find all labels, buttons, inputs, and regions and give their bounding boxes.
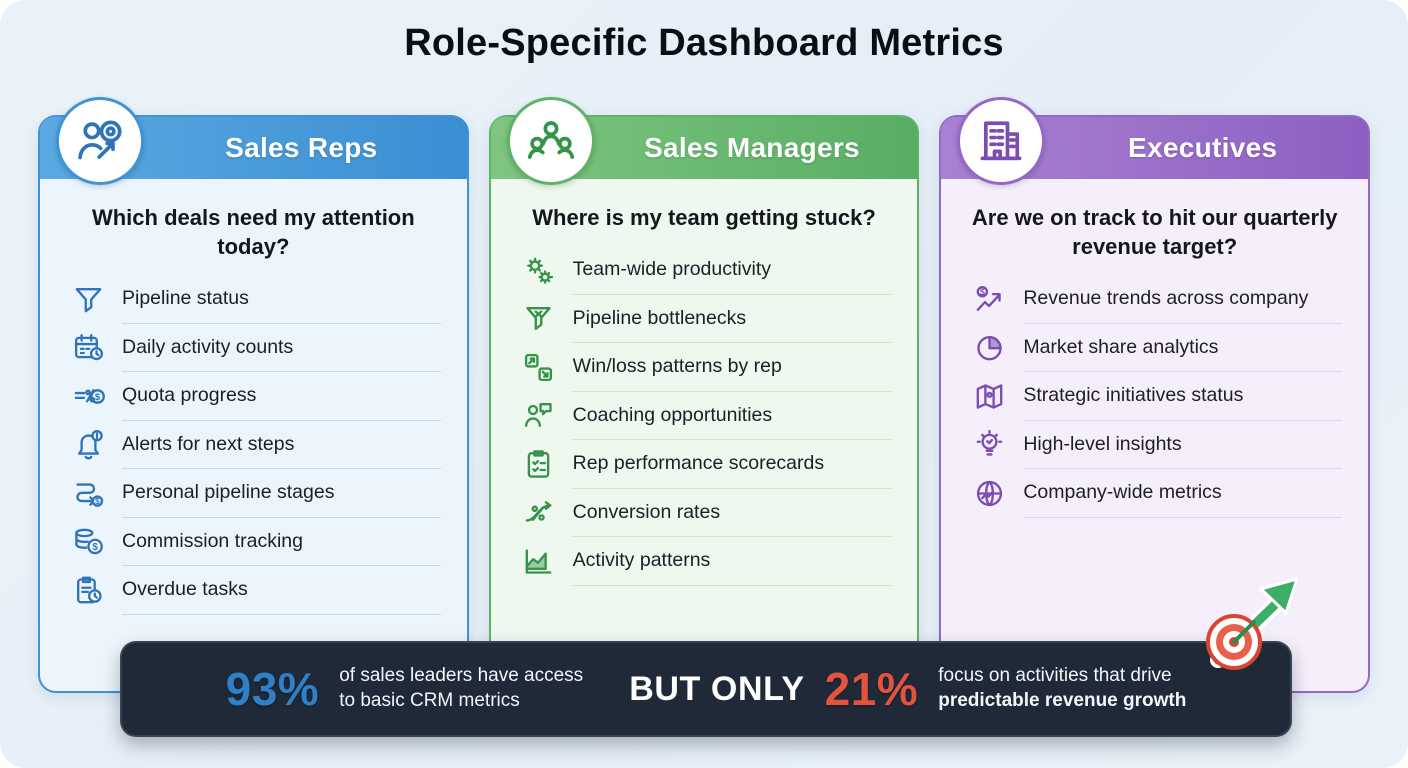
stat2-line1: focus on activities that drive	[938, 665, 1172, 687]
card-header: Executives	[941, 97, 1369, 185]
list-item: Market share analytics	[971, 324, 1342, 373]
list-item-label: High-level insights	[1023, 432, 1182, 455]
coaching-icon	[521, 398, 557, 434]
list-item-label: Alerts for next steps	[122, 432, 295, 455]
metric-list: Pipeline status Daily activity counts $ …	[70, 275, 441, 615]
list-item: Activity patterns	[521, 537, 892, 586]
list-item-label: Company-wide metrics	[1023, 481, 1222, 504]
svg-text:$: $	[92, 542, 98, 553]
win-loss-icon	[521, 349, 557, 385]
list-item-label: Win/loss patterns by rep	[572, 355, 782, 378]
role-title: Executives	[1128, 132, 1278, 163]
stat1-text: of sales leaders have access to basic CR…	[339, 664, 583, 713]
role-question: Where is my team getting stuck?	[532, 205, 876, 230]
activity-chart-icon	[521, 543, 557, 579]
list-item: $ Revenue trends across company	[971, 275, 1342, 324]
role-badge	[957, 97, 1046, 185]
quota-icon: $	[70, 378, 106, 414]
list-item: Strategic initiatives status	[971, 372, 1342, 421]
list-item-label: Revenue trends across company	[1023, 287, 1309, 310]
role-badge	[56, 97, 144, 185]
role-card-executives: Executives Are we on track to hit our qu…	[939, 97, 1371, 693]
revenue-trend-icon: $	[971, 281, 1007, 317]
list-item-label: Rep performance scorecards	[572, 452, 825, 475]
list-item-label: Market share analytics	[1023, 335, 1219, 358]
stat2-line2: predictable revenue growth	[938, 690, 1187, 711]
list-item: Win/loss patterns by rep	[521, 343, 892, 392]
svg-text:$: $	[980, 287, 985, 297]
list-item-label: Coaching opportunities	[572, 403, 773, 426]
role-title: Sales Reps	[225, 132, 378, 163]
list-item: $ Personal pipeline stages	[70, 469, 441, 518]
svg-text:$: $	[95, 497, 100, 506]
stat2-value: 21%	[824, 663, 919, 715]
coins-icon: $	[70, 524, 106, 560]
card-header: Sales Managers	[490, 97, 918, 185]
metric-list: $ Revenue trends across company Market s…	[971, 275, 1342, 518]
svg-text:$: $	[94, 392, 100, 403]
list-item: Pipeline status	[70, 275, 441, 324]
list-item-label: Quota progress	[122, 384, 257, 407]
stat1-value: 93%	[225, 663, 320, 715]
stat1-line1: of sales leaders have access	[339, 665, 584, 687]
page-title: Role-Specific Dashboard Metrics	[404, 22, 1004, 64]
growth-target-icon	[1198, 566, 1318, 679]
sales-rep-target-icon	[74, 115, 126, 167]
list-item-label: Conversion rates	[572, 500, 721, 523]
list-item-label: Commission tracking	[122, 529, 303, 552]
bottleneck-funnel-icon	[521, 301, 557, 337]
list-item-label: Overdue tasks	[122, 578, 248, 601]
list-item: Pipeline bottlenecks	[521, 295, 892, 344]
team-icon	[525, 115, 577, 167]
list-item: Overdue tasks	[70, 566, 441, 615]
card-header: Sales Reps	[40, 97, 467, 185]
metric-list: Team-wide productivity Pipeline bottlene…	[521, 246, 892, 586]
list-item: $ Quota progress	[70, 372, 441, 421]
role-question: Are we on track to hit our quarterly rev…	[971, 205, 1338, 260]
list-item: Conversion rates	[521, 489, 892, 538]
conversion-icon	[521, 495, 557, 531]
connector-text: BUT ONLY	[629, 669, 805, 708]
pipeline-stages-icon: $	[70, 475, 106, 511]
list-item-label: Strategic initiatives status	[1023, 384, 1244, 407]
strategy-map-icon	[971, 378, 1007, 414]
pie-chart-icon	[971, 330, 1007, 366]
list-item-label: Team-wide productivity	[572, 258, 771, 281]
gears-icon	[521, 252, 557, 288]
stat1-line2: to basic CRM metrics	[339, 690, 520, 711]
list-item-label: Activity patterns	[572, 549, 711, 572]
role-columns: Sales Reps Which deals need my attention…	[38, 97, 1371, 693]
stat2-text: focus on activities that drive predictab…	[938, 664, 1186, 713]
list-item: Alerts for next steps	[70, 421, 441, 470]
role-title: Sales Managers	[644, 132, 860, 163]
list-item-label: Personal pipeline stages	[122, 481, 335, 504]
list-item: Daily activity counts	[70, 324, 441, 373]
list-item: Company-wide metrics	[971, 469, 1342, 518]
insight-bulb-icon	[971, 427, 1007, 463]
list-item-label: Daily activity counts	[122, 335, 294, 358]
list-item: Team-wide productivity	[521, 246, 892, 295]
role-question: Which deals need my attention today?	[91, 205, 415, 260]
calendar-icon	[70, 330, 106, 366]
role-badge	[506, 97, 595, 185]
stat-bar: 93% of sales leaders have access to basi…	[120, 641, 1292, 737]
alert-bell-icon	[70, 427, 106, 463]
list-item: Coaching opportunities	[521, 392, 892, 441]
list-item: High-level insights	[971, 421, 1342, 470]
building-icon	[975, 115, 1027, 167]
list-item-label: Pipeline bottlenecks	[572, 306, 747, 329]
list-item: Rep performance scorecards	[521, 440, 892, 489]
globe-icon	[971, 475, 1007, 511]
list-item: $ Commission tracking	[70, 518, 441, 567]
list-item-label: Pipeline status	[122, 287, 249, 310]
role-card-sales-reps: Sales Reps Which deals need my attention…	[38, 97, 469, 693]
overdue-task-icon	[70, 572, 106, 608]
scorecard-icon	[521, 446, 557, 482]
role-card-sales-managers: Sales Managers Where is my team getting …	[488, 97, 920, 693]
funnel-icon	[70, 281, 106, 317]
